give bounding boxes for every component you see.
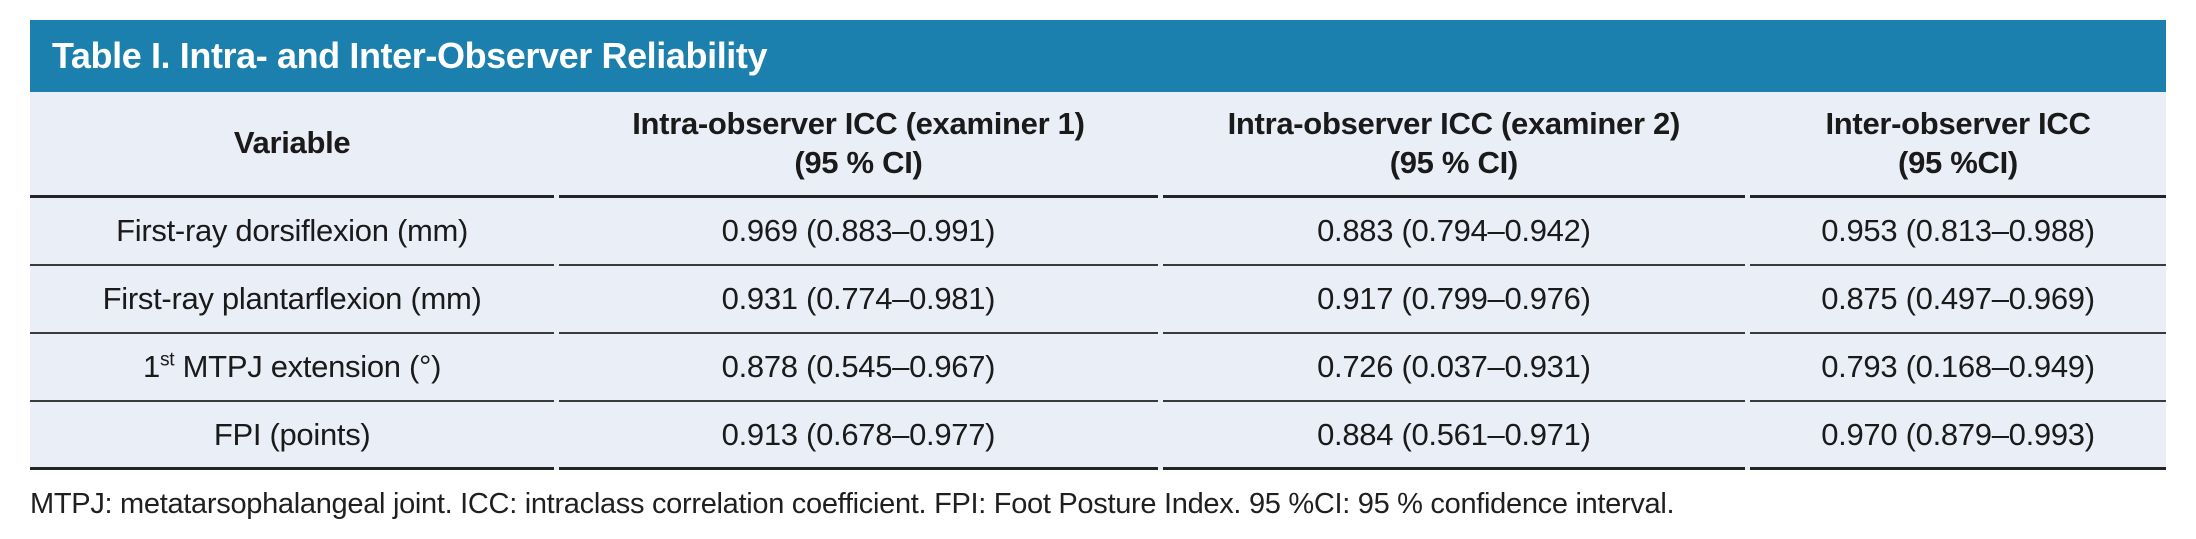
column-header-variable: Variable [30,92,555,198]
icc-examiner1-cell: 0.931 (0.774–0.981) [559,266,1158,334]
column-header-line2: (95 % CI) [1389,144,1519,180]
column-header-line1: Intra-observer ICC (examiner 2) [1227,105,1681,141]
column-header-inter-observer: Inter-observer ICC (95 %CI) [1750,92,2166,198]
variable-text: MTPJ extension (°) [174,349,442,384]
table-row: First-ray plantarflexion (mm) 0.931 (0.7… [30,266,2166,334]
column-header-line2: (95 % CI) [794,144,923,180]
variable-text: First-ray dorsiflexion (mm) [116,213,469,248]
variable-cell: 1st MTPJ extension (°) [30,334,555,402]
icc-inter-cell: 0.953 (0.813–0.988) [1750,198,2166,266]
icc-examiner2-cell: 0.726 (0.037–0.931) [1162,334,1746,402]
icc-inter-cell: 0.875 (0.497–0.969) [1750,266,2166,334]
variable-superscript: st [160,349,175,371]
variable-label: FPI (points) [214,417,371,453]
icc-examiner2-cell: 0.883 (0.794–0.942) [1162,198,1746,266]
column-header-line2: (95 %CI) [1898,144,2018,180]
column-header-line1: Variable [233,125,351,161]
variable-label: 1st MTPJ extension (°) [143,349,441,385]
table-footnote: MTPJ: metatarsophalangeal joint. ICC: in… [30,488,1675,520]
icc-examiner1-cell: 0.878 (0.545–0.967) [559,334,1158,402]
variable-text: 1 [143,349,160,384]
variable-text: First-ray plantarflexion (mm) [102,281,482,316]
table-row: FPI (points) 0.913 (0.678–0.977) 0.884 (… [30,402,2166,470]
variable-label: First-ray plantarflexion (mm) [103,281,482,317]
icc-inter-cell: 0.970 (0.879–0.993) [1750,402,2166,470]
icc-examiner2-cell: 0.917 (0.799–0.976) [1162,266,1746,334]
variable-cell: First-ray dorsiflexion (mm) [30,198,555,266]
table-row: 1st MTPJ extension (°) 0.878 (0.545–0.96… [30,334,2166,402]
icc-examiner1-cell: 0.913 (0.678–0.977) [559,402,1158,470]
column-header-line1: Intra-observer ICC (examiner 1) [632,105,1085,141]
table-header-row: Variable Intra-observer ICC (examiner 1)… [30,92,2166,198]
icc-inter-cell: 0.793 (0.168–0.949) [1750,334,2166,402]
icc-examiner2-cell: 0.884 (0.561–0.971) [1162,402,1746,470]
column-header-intra-examiner1: Intra-observer ICC (examiner 1) (95 % CI… [559,92,1158,198]
variable-label: First-ray dorsiflexion (mm) [116,213,468,249]
variable-cell: FPI (points) [30,402,555,470]
column-header-intra-examiner2: Intra-observer ICC (examiner 2) (95 % CI… [1162,92,1746,198]
table-body: Variable Intra-observer ICC (examiner 1)… [30,92,2166,470]
table-row: First-ray dorsiflexion (mm) 0.969 (0.883… [30,198,2166,266]
variable-cell: First-ray plantarflexion (mm) [30,266,555,334]
table-title: Table I. Intra- and Inter-Observer Relia… [52,35,768,76]
column-header-line1: Inter-observer ICC [1825,105,2091,141]
icc-examiner1-cell: 0.969 (0.883–0.991) [559,198,1158,266]
table-title-bar: Table I. Intra- and Inter-Observer Relia… [30,20,2166,92]
reliability-table: Table I. Intra- and Inter-Observer Relia… [30,20,2166,470]
variable-text: FPI (points) [213,416,371,452]
